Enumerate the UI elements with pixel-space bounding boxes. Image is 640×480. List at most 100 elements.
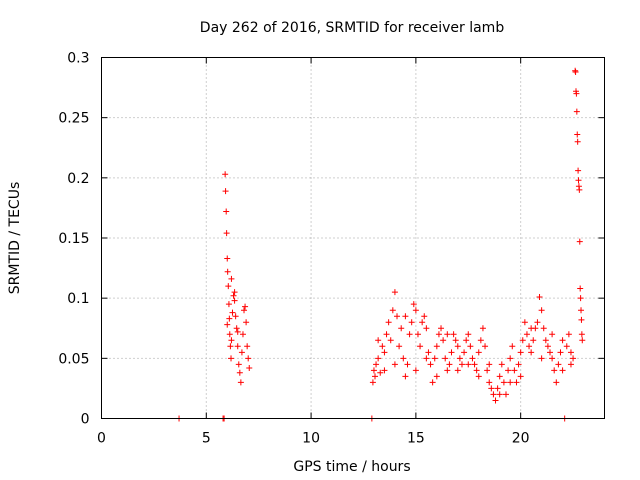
data-point-plus-marker [565, 331, 572, 338]
x-axis-title: GPS time / hours [293, 459, 410, 475]
data-point-plus-marker [578, 316, 585, 323]
y-tick-label: 0.2 [67, 171, 89, 187]
data-point-plus-marker [391, 289, 398, 296]
data-point-plus-marker [500, 379, 507, 386]
x-tick-label: 0 [97, 431, 106, 447]
data-point-plus-marker [438, 325, 445, 332]
data-point-plus-marker [235, 361, 242, 368]
data-point-plus-marker [423, 355, 430, 362]
data-point-plus-marker [408, 319, 415, 326]
y-tick-label: 0.3 [67, 51, 89, 67]
data-point-plus-marker [555, 361, 562, 368]
data-point-plus-marker [496, 391, 503, 398]
data-point-plus-marker [417, 343, 424, 350]
data-point-plus-marker [375, 355, 382, 362]
data-point-plus-marker [572, 68, 579, 75]
data-point-plus-marker [538, 307, 545, 314]
data-point-plus-marker [226, 331, 233, 338]
data-point-plus-marker [410, 301, 417, 308]
data-point-plus-marker [423, 325, 430, 332]
data-point-plus-marker [412, 367, 419, 374]
data-point-plus-marker [385, 319, 392, 326]
data-point-plus-marker [238, 349, 245, 356]
data-point-plus-marker [225, 283, 232, 290]
data-point-plus-marker [461, 349, 468, 356]
data-point-plus-marker [454, 367, 461, 374]
data-point-plus-marker [402, 313, 409, 320]
data-point-plus-marker [465, 331, 472, 338]
data-point-plus-marker [224, 255, 231, 262]
data-point-plus-marker [567, 361, 574, 368]
data-point-plus-marker [479, 325, 486, 332]
data-point-plus-marker [398, 325, 405, 332]
data-point-plus-marker [421, 313, 428, 320]
data-point-plus-marker [446, 361, 453, 368]
data-point-plus-marker [475, 373, 482, 380]
data-point-plus-marker [246, 364, 253, 371]
data-point-plus-marker [239, 331, 246, 338]
data-point-plus-marker [498, 361, 505, 368]
data-point-plus-marker [534, 319, 541, 326]
data-point-plus-marker [223, 230, 230, 237]
data-point-plus-marker [458, 361, 465, 368]
axis-ticks: 0 5 10 15 20 0 0.05 0.1 0.15 0.2 0.25 0.3 [58, 51, 605, 447]
data-point-plus-marker [576, 186, 583, 193]
data-point-plus-marker [507, 355, 514, 362]
data-point-plus-marker [507, 379, 514, 386]
data-point-plus-marker [228, 275, 235, 282]
data-point-plus-marker [427, 361, 434, 368]
data-point-plus-marker [576, 238, 583, 245]
data-point-plus-marker [505, 367, 512, 374]
data-point-plus-marker [377, 369, 384, 376]
data-point-plus-marker [579, 337, 586, 344]
x-tick-label: 15 [407, 431, 425, 447]
data-point-plus-marker [482, 343, 489, 350]
data-point-plus-marker [370, 367, 377, 374]
y-axis-title: SRMTID / TECUs [7, 182, 23, 295]
data-point-plus-marker [414, 331, 421, 338]
data-point-plus-marker [223, 208, 230, 215]
data-point-plus-marker [492, 397, 499, 404]
data-point-plus-marker [440, 337, 447, 344]
data-point-plus-marker [528, 325, 535, 332]
x-tick-label: 5 [202, 431, 211, 447]
data-point-plus-marker [433, 343, 440, 350]
data-point-plus-marker [226, 315, 233, 322]
data-point-plus-marker [577, 285, 584, 292]
data-point-plus-marker [402, 373, 409, 380]
data-point-plus-marker [575, 167, 582, 174]
data-point-plus-marker [473, 367, 480, 374]
data-point-plus-marker [234, 343, 241, 350]
data-point-plus-marker [242, 303, 249, 310]
data-point-plus-marker [567, 349, 574, 356]
y-tick-label: 0.25 [58, 111, 89, 127]
data-point-plus-marker [232, 313, 239, 320]
data-point-plus-marker [577, 295, 584, 302]
data-point-plus-marker [452, 337, 459, 344]
data-point-plus-marker [574, 131, 581, 138]
data-point-plus-marker [517, 349, 524, 356]
data-point-plus-marker [523, 331, 530, 338]
data-point-plus-marker [486, 379, 493, 386]
data-point-plus-marker [502, 391, 509, 398]
data-point-plus-marker [488, 385, 495, 392]
data-point-plus-marker [575, 177, 582, 184]
data-point-plus-marker [549, 355, 556, 362]
data-point-plus-marker [404, 361, 411, 368]
data-point-plus-marker [375, 337, 382, 344]
data-point-plus-marker [465, 361, 472, 368]
data-point-plus-marker [542, 337, 549, 344]
data-point-plus-marker [372, 373, 379, 380]
data-point-plus-marker [387, 337, 394, 344]
data-point-plus-marker [528, 349, 535, 356]
data-point-plus-marker [469, 355, 476, 362]
data-point-plus-marker [490, 391, 497, 398]
data-point-plus-marker [515, 361, 522, 368]
data-point-plus-marker [224, 321, 231, 328]
data-point-plus-marker [241, 307, 248, 314]
x-tick-label: 20 [512, 431, 530, 447]
data-point-plus-marker [536, 293, 543, 300]
data-point-plus-marker [559, 337, 566, 344]
data-point-plus-marker [496, 373, 503, 380]
data-point-plus-marker [509, 343, 516, 350]
